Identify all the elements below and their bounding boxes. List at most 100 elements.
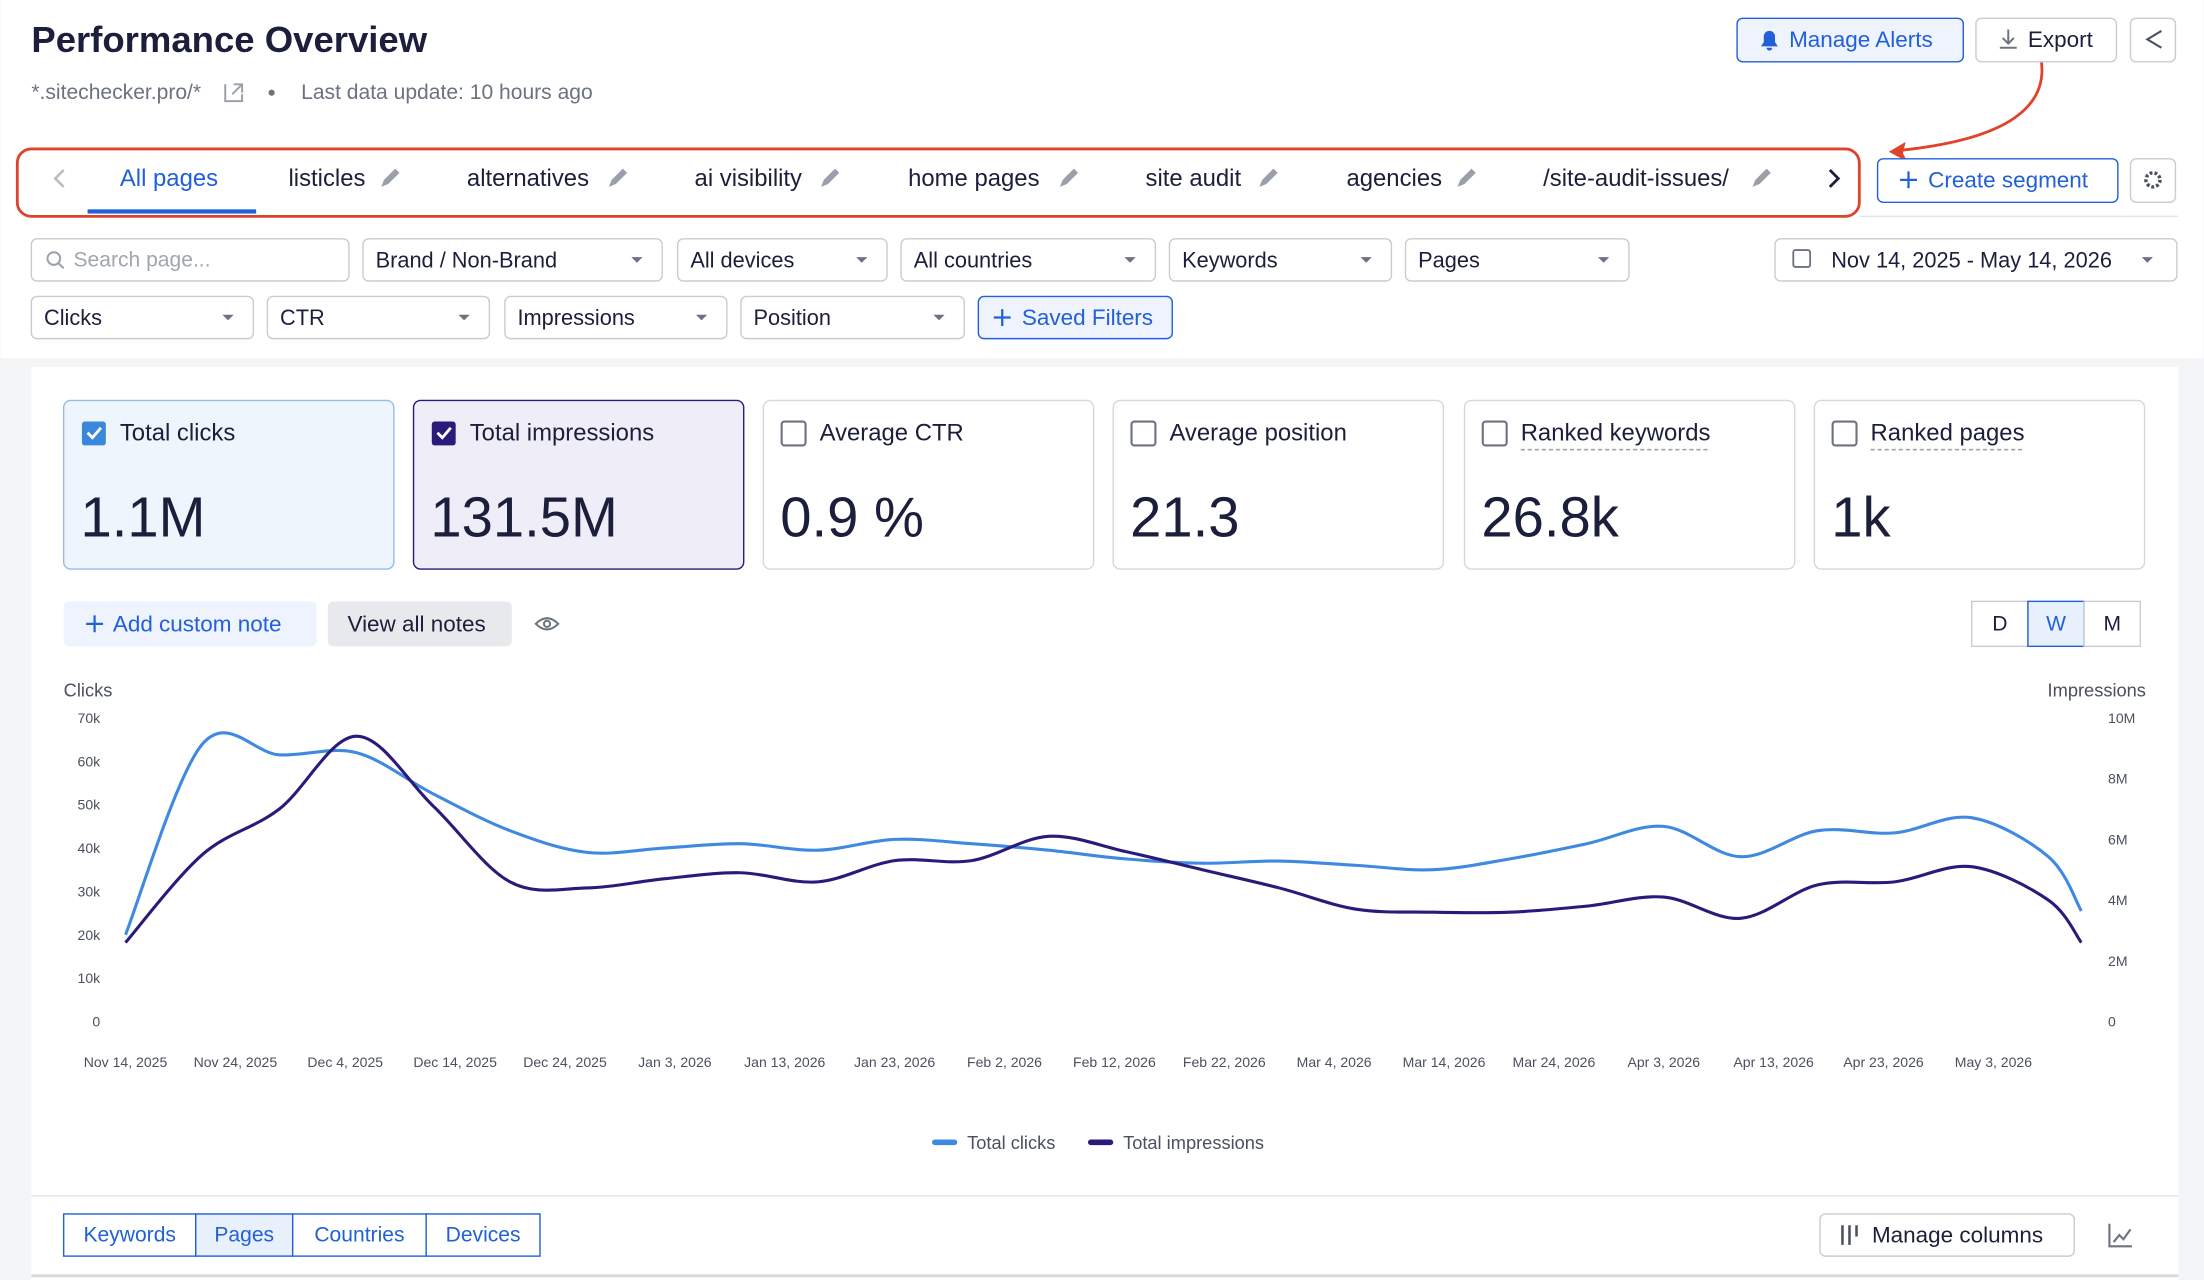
caret: [1360, 257, 1372, 263]
filter-dropdown[interactable]: [266, 295, 491, 340]
pencil-icon[interactable]: [1457, 168, 1476, 187]
filter-dropdown[interactable]: [362, 238, 663, 282]
filter-label: Position: [754, 305, 831, 330]
checkmark: [86, 426, 102, 440]
granularity-button[interactable]: [2027, 600, 2085, 648]
caret: [856, 257, 868, 263]
pencil-icon[interactable]: [381, 168, 400, 187]
table-tab-label: Countries: [314, 1224, 404, 1247]
manage-columns-button[interactable]: [1819, 1213, 2075, 1257]
filter-dropdown[interactable]: [676, 238, 888, 282]
y-tick-label: 10k: [78, 970, 102, 986]
bell-icon: [1760, 30, 1778, 51]
page-title: Performance Overview: [31, 19, 427, 60]
checkbox[interactable]: [1130, 420, 1157, 447]
checkbox[interactable]: [1831, 420, 1858, 447]
columns-icon: [1841, 1225, 1858, 1245]
saved-filters-button[interactable]: [977, 295, 1173, 340]
checkmark: [436, 426, 452, 440]
segment-settings-button[interactable]: [2129, 158, 2177, 204]
filter-dropdown[interactable]: [30, 295, 255, 340]
calendar-icon: [1792, 249, 1812, 268]
chevron-right[interactable]: [1828, 169, 1841, 188]
table-tab[interactable]: [195, 1213, 294, 1257]
segment-tab[interactable]: home pages: [908, 165, 1039, 192]
metric-card[interactable]: [1463, 399, 1796, 570]
search-icon-handle: [57, 262, 65, 270]
manage-alerts-button[interactable]: [1736, 17, 1964, 63]
filter-dropdown[interactable]: [1168, 238, 1393, 282]
metric-card[interactable]: [412, 399, 745, 570]
export-button[interactable]: [1975, 17, 2118, 63]
filter-label: All countries: [914, 247, 1033, 272]
date-range-picker[interactable]: [1774, 238, 2178, 282]
manage-columns-label: Manage columns: [1872, 1223, 2043, 1248]
x-tick-label: Nov 14, 2025: [84, 1054, 168, 1070]
filter-dropdown[interactable]: [504, 295, 728, 340]
external-icon: [224, 83, 244, 103]
metric-card[interactable]: [1813, 399, 2146, 570]
arrow: [1899, 55, 2044, 152]
add-note-button[interactable]: [63, 601, 317, 647]
x-tick-label: Jan 23, 2026: [854, 1054, 935, 1070]
create-segment-button[interactable]: [1876, 158, 2119, 204]
metric-value: 131.5M: [430, 486, 617, 549]
filter-dropdown[interactable]: [1404, 238, 1630, 282]
legend-label[interactable]: Total clicks: [967, 1132, 1055, 1153]
filter-label: All devices: [690, 247, 794, 272]
eye-icon[interactable]: [534, 617, 560, 631]
segment-tab[interactable]: alternatives: [467, 165, 589, 192]
pencil-icon[interactable]: [1752, 168, 1771, 187]
pencil-icon[interactable]: [1059, 168, 1079, 187]
share-button[interactable]: [2129, 17, 2177, 63]
share-icon: [2145, 30, 2162, 49]
segment-tab[interactable]: site audit: [1146, 165, 1242, 192]
granularity-button[interactable]: [1971, 600, 2029, 648]
pencil-icon[interactable]: [820, 168, 840, 187]
filter-dropdown[interactable]: [740, 295, 966, 340]
metric-label: Total impressions: [470, 419, 654, 446]
metric-label: Total clicks: [120, 419, 235, 446]
segment-tab[interactable]: ai visibility: [695, 165, 803, 192]
x-tick-label: Jan 3, 2026: [638, 1054, 712, 1070]
segment-tab[interactable]: listicles: [288, 165, 365, 192]
table-tab[interactable]: [291, 1213, 427, 1257]
bullet: [268, 89, 275, 96]
metric-value: 1.1M: [81, 486, 206, 549]
pencil-icon[interactable]: [1259, 168, 1278, 187]
table-tab[interactable]: [425, 1213, 541, 1257]
filter-label: Pages: [1418, 247, 1480, 272]
metric-card[interactable]: [1112, 399, 1445, 570]
plus-icon: [86, 615, 104, 633]
granularity-button[interactable]: [2083, 600, 2142, 648]
checkbox[interactable]: [431, 421, 456, 446]
segment-tab[interactable]: All pages: [120, 165, 218, 192]
chevron-left[interactable]: [53, 169, 65, 188]
view-notes-button[interactable]: [327, 601, 512, 647]
metric-card[interactable]: [62, 399, 395, 570]
x-tick-label: Apr 3, 2026: [1627, 1054, 1700, 1070]
checkbox[interactable]: [81, 421, 106, 446]
caret: [1124, 257, 1136, 263]
x-tick-label: Dec 4, 2025: [307, 1054, 383, 1070]
filter-label: Keywords: [1182, 247, 1278, 272]
filter-dropdown[interactable]: [900, 238, 1157, 282]
view-notes-label: View all notes: [347, 611, 485, 636]
legend-label[interactable]: Total impressions: [1123, 1132, 1264, 1153]
metric-card[interactable]: [762, 399, 1095, 570]
chart-icon[interactable]: [2108, 1223, 2132, 1248]
segment-tab[interactable]: /site-audit-issues/: [1543, 165, 1729, 192]
y2-tick-label: 8M: [2108, 771, 2128, 787]
data-line: [124, 731, 2083, 936]
caret: [458, 314, 470, 321]
add-note-label: Add custom note: [113, 611, 282, 636]
checkbox[interactable]: [1481, 420, 1508, 447]
checkbox[interactable]: [780, 420, 807, 447]
gear-icon: [2144, 171, 2162, 189]
plus-icon: [993, 309, 1011, 326]
y-tick-label: 20k: [78, 927, 102, 943]
pencil-icon[interactable]: [608, 168, 628, 187]
segment-tab[interactable]: agencies: [1346, 165, 1442, 192]
search-input[interactable]: [30, 238, 350, 282]
